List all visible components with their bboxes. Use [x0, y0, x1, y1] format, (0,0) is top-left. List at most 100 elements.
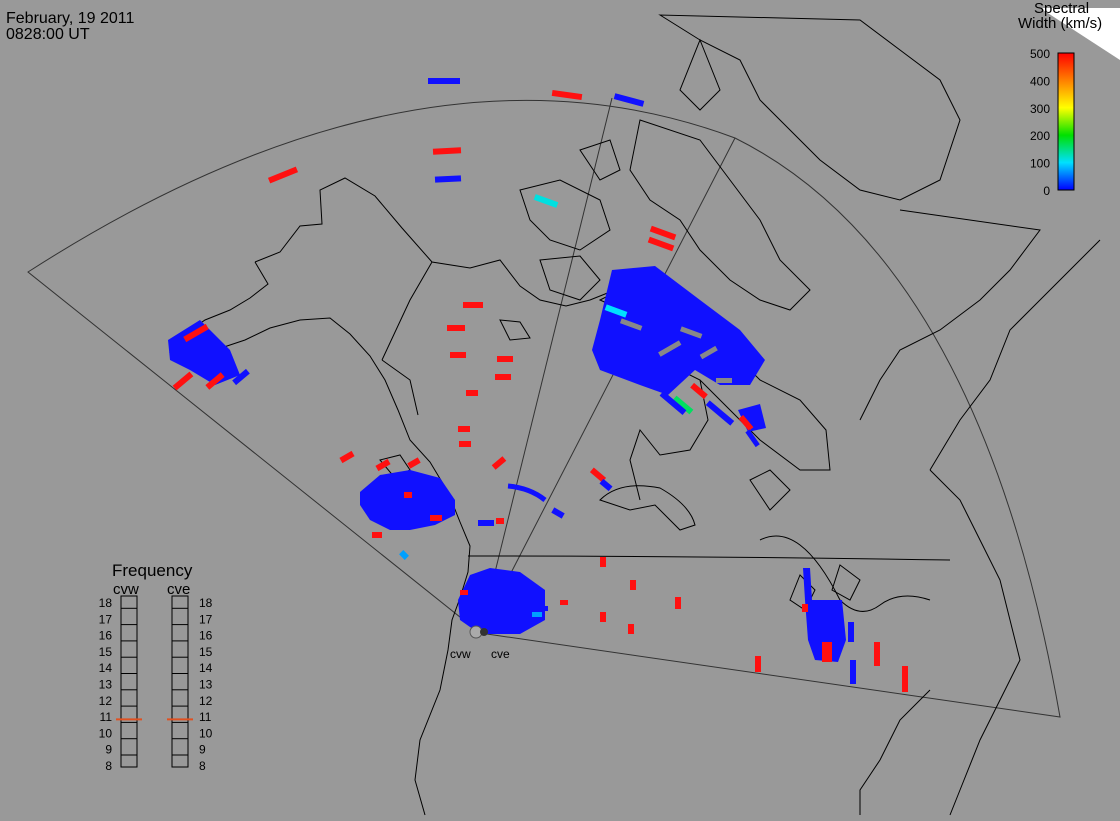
frequency-level-label-left: 11	[100, 710, 113, 724]
scatter-cell	[551, 89, 583, 101]
scatter-cell	[745, 429, 760, 448]
scatter-cell	[850, 660, 856, 684]
scatter-cell	[755, 656, 761, 672]
frequency-level-label-left: 17	[99, 612, 113, 626]
map-corner	[1040, 8, 1120, 60]
colorbar-tick-label: 200	[1030, 129, 1050, 143]
frequency-level-label-right: 15	[199, 645, 213, 659]
frequency-level-label-left: 9	[105, 743, 112, 757]
frequency-level-label-right: 8	[199, 759, 206, 773]
scatter-cell	[478, 520, 494, 526]
frequency-level-label-left: 16	[99, 629, 113, 643]
colorbar-tick-label: 0	[1043, 184, 1050, 198]
scatter-cell	[716, 378, 732, 383]
frequency-level-label-left: 14	[99, 661, 113, 675]
scatter-cell	[699, 345, 718, 360]
scatter-cell	[613, 93, 645, 107]
scatter-patch	[507, 483, 547, 502]
scatter-cell	[540, 606, 548, 611]
scatter-cell	[675, 597, 681, 609]
scatter-cell	[599, 478, 613, 492]
scatter-cell	[589, 467, 607, 483]
frequency-level-label-left: 18	[99, 596, 113, 610]
scatter-cell	[679, 326, 703, 339]
frequency-panel: Frequency cvw cve 18 18 17 17 16 16 15 15 14 14 13…	[99, 561, 213, 773]
frequency-level-label-right: 13	[199, 678, 213, 692]
frequency-level-label-left: 10	[99, 726, 113, 740]
scatter-cell	[628, 624, 634, 634]
colorbar-tick-label: 400	[1030, 74, 1050, 88]
scatter-cell	[705, 400, 735, 426]
scatter-cell	[466, 390, 478, 396]
scatter-patch	[803, 568, 846, 662]
scatter-cell	[551, 507, 565, 519]
radar-label-cve: cve	[491, 647, 510, 661]
frequency-level-label-right: 11	[199, 710, 212, 724]
scatter-patch	[592, 266, 765, 395]
time-label: 0828:00 UT	[6, 26, 90, 43]
scatter-cell	[690, 382, 708, 400]
scatter-cell	[491, 456, 507, 470]
scatter-cell	[672, 395, 694, 415]
scatter-cell	[659, 391, 687, 415]
frequency-level-label-right: 18	[199, 596, 213, 610]
frequency-title: Frequency	[112, 561, 193, 580]
scatter-cell	[375, 458, 391, 472]
frequency-level-label-left: 13	[99, 678, 113, 692]
scatter-cell	[205, 372, 225, 390]
scatter-cell	[604, 304, 628, 318]
frequency-column-cvw	[120, 595, 138, 768]
colorbar-tick-label: 300	[1030, 102, 1050, 116]
colorbar-tick-label: 500	[1030, 47, 1050, 61]
colorbar-tick-label: 100	[1030, 157, 1050, 171]
scatter-cell	[496, 518, 504, 524]
scatter-cell	[399, 550, 409, 560]
scatter-cell	[647, 236, 675, 252]
frequency-level-label-left: 15	[99, 645, 113, 659]
color-legend: Spectral Width (km/s) 500 400 300 200 100 0	[1018, 0, 1102, 198]
frequency-level-label-left: 12	[99, 694, 113, 708]
scatter-cell	[738, 414, 754, 432]
scatter-cell	[619, 318, 643, 331]
scatter-cell	[874, 642, 880, 666]
legend-title-line1: Spectral	[1034, 0, 1089, 17]
scatter-cell	[822, 642, 832, 662]
scatter-cell	[463, 302, 483, 308]
frequency-level-label-left: 8	[105, 759, 112, 773]
frequency-level-label-right: 9	[199, 743, 206, 757]
frequency-level-label-right: 17	[199, 612, 213, 626]
fov-outline	[27, 97, 1061, 718]
scatter-cell	[434, 175, 462, 183]
scatter-cell	[232, 368, 250, 386]
scatter-patch	[458, 568, 545, 634]
colorbar-gradient	[1057, 52, 1075, 191]
scatter-cell	[450, 352, 466, 358]
frequency-level-label-right: 12	[199, 694, 213, 708]
scatter-cell	[172, 371, 194, 391]
frequency-label-cvw: cvw	[113, 581, 139, 598]
date-label: February, 19 2011	[6, 10, 135, 27]
coastlines	[169, 14, 1101, 816]
scatter-cell	[459, 441, 471, 447]
scatter-cell	[630, 580, 636, 590]
radar-label-cvw: cvw	[450, 647, 471, 661]
scatter-cell	[495, 374, 511, 380]
scatter-cell	[458, 426, 470, 432]
scatter-cell	[600, 612, 606, 622]
scatter-cell	[339, 450, 355, 464]
scatter-cell	[183, 323, 209, 343]
scatter-cell	[560, 600, 568, 605]
frequency-grid: 18 18 17 17 16 16 15 15 14 14 13 13 12 12 11 11 10 10 9 9 8 8	[99, 595, 213, 773]
scatter-cell	[404, 492, 412, 498]
scatter-cell	[658, 340, 682, 357]
frequency-level-label-right: 10	[199, 726, 213, 740]
scatter-cell	[447, 325, 465, 331]
frequency-level-label-right: 14	[199, 661, 213, 675]
scatter-cell	[533, 194, 559, 208]
scatter-cell	[372, 532, 382, 538]
scatter-cell	[267, 166, 299, 184]
scatter-cell	[848, 622, 854, 642]
scatter-cell	[428, 78, 460, 84]
